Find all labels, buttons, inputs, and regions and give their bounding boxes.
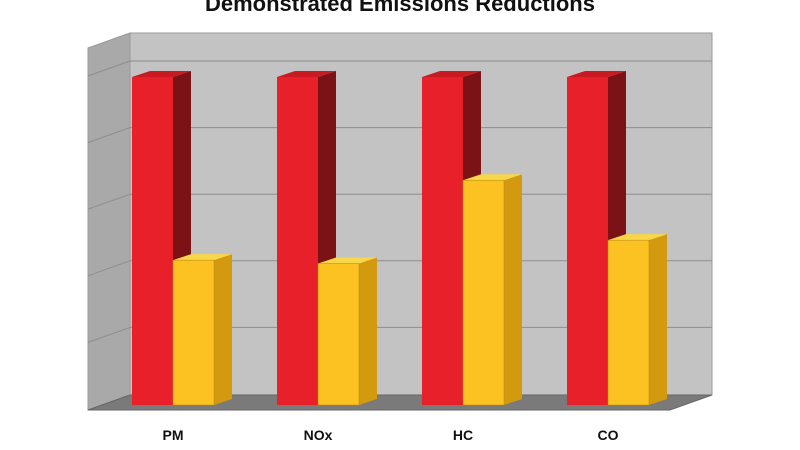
gridline-side — [87, 193, 131, 210]
bar-CO-0 — [567, 77, 608, 405]
bar-NOx-0 — [277, 77, 318, 405]
floor — [87, 394, 713, 411]
bar-side-CO-1 — [649, 234, 667, 405]
bar-top-NOx-1 — [318, 257, 377, 264]
bar-top-PM-0 — [132, 71, 191, 77]
bar-top-PM-1 — [173, 254, 232, 261]
bar-top-CO-1 — [608, 234, 667, 241]
gridline-side — [87, 326, 131, 343]
x-tick-label: CO — [598, 427, 619, 443]
bar-top-CO-0 — [567, 71, 626, 77]
x-tick-label: HC — [453, 427, 473, 443]
gridline-side — [87, 260, 131, 277]
bar-side-PM-1 — [214, 254, 232, 405]
x-tick-label: PM — [163, 427, 184, 443]
bar-side-HC-1 — [504, 174, 522, 405]
bar-side-NOx-1 — [359, 257, 377, 405]
bar-HC-1 — [462, 179, 505, 406]
bar-top-HC-1 — [463, 174, 522, 181]
bar-NOx-1 — [317, 263, 360, 406]
bar-PM-1 — [172, 259, 215, 406]
bar-HC-0 — [422, 77, 463, 405]
bar-CO-1 — [607, 239, 650, 406]
gridline-side — [87, 60, 131, 77]
bar-top-HC-0 — [422, 71, 481, 77]
gridline-side — [87, 127, 131, 144]
bar-top-NOx-0 — [277, 71, 336, 77]
x-tick-label: NOx — [304, 427, 333, 443]
chart-title: Demonstrated Emissions Reductions — [205, 0, 595, 16]
side-wall — [87, 32, 131, 411]
bar-PM-0 — [132, 77, 173, 405]
